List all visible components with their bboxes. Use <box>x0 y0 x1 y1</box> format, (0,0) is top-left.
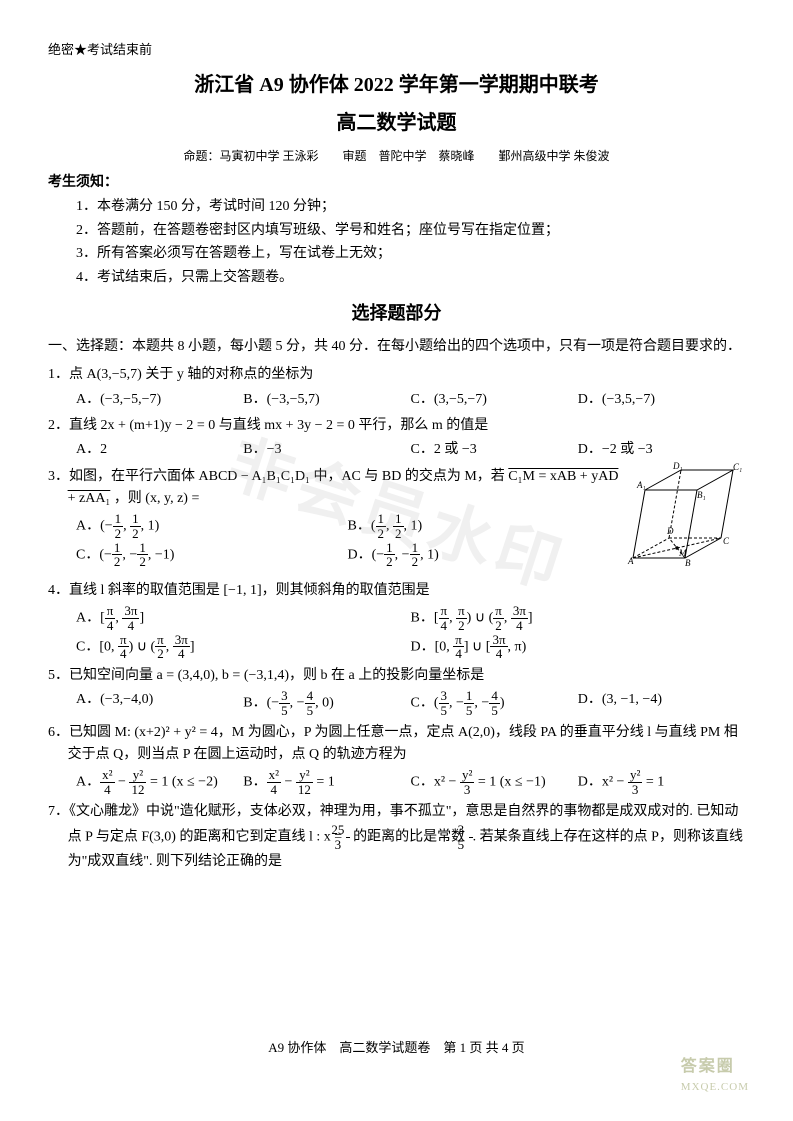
question-7: 7．《文心雕龙》中说"造化赋形，支体必双，神理为用，事不孤立"，意思是自然界的事… <box>48 801 745 874</box>
notice-item: 1．本卷满分 150 分，考试时间 120 分钟； <box>76 196 745 218</box>
notice-item: 2．答题前，在答题卷密封区内填写班级、学号和姓名；座位号写在指定位置； <box>76 220 745 242</box>
question-3: A B C D A₁ B₁ C₁ D₁ M 3．如图，在平行六面体 ABCD −… <box>48 466 745 569</box>
watermark-line1: 答案圈 <box>681 1054 749 1080</box>
cube-label-C: C <box>723 536 730 546</box>
q1-stem: 1．点 A(3,−5,7) 关于 y 轴的对称点的坐标为 <box>48 364 745 386</box>
question-6: 6．已知圆 M: (x+2)² + y² = 4，M 为圆心，P 为圆上任意一点… <box>48 722 745 797</box>
q1-option-c: C．(3,−5,−7) <box>411 389 578 411</box>
q4-option-c: C．[0, π4) ∪ (π2, 3π4] <box>76 633 411 661</box>
page-footer: A9 协作体 高二数学试题卷 第 1 页 共 4 页 <box>0 1038 793 1059</box>
section-description: 一、选择题：本题共 8 小题，每小题 5 分，共 40 分．在每小题给出的四个选… <box>48 336 745 358</box>
q2-option-c: C．2 或 −3 <box>411 439 578 461</box>
exam-title-1: 浙江省 A9 协作体 2022 学年第一学期期中联考 <box>48 69 745 101</box>
q3-stem-pre: 3．如图，在平行六面体 ABCD − A₁B₁C₁D₁ 中，AC 与 BD 的交… <box>48 469 508 484</box>
question-2: 2．直线 2x + (m+1)y − 2 = 0 与直线 mx + 3y − 2… <box>48 415 745 462</box>
q1-option-d: D．(−3,5,−7) <box>578 389 745 411</box>
confidential-label: 绝密★考试结束前 <box>48 40 745 61</box>
q1-option-a: A．(−3,−5,−7) <box>76 389 243 411</box>
cube-label-D1: D₁ <box>672 461 683 471</box>
cube-label-B: B <box>685 558 691 568</box>
q3-option-b: B．(12, 12, 1) <box>348 512 620 540</box>
q1-option-b: B．(−3,−5,7) <box>243 389 410 411</box>
q3-stem-post: ，则 (x, y, z) = <box>114 491 200 506</box>
q2-option-a: A．2 <box>76 439 243 461</box>
q5-option-d: D．(3, −1, −4) <box>578 689 745 717</box>
question-4: 4．直线 l 斜率的取值范围是 [−1, 1]，则其倾斜角的取值范围是 A．[π… <box>48 580 745 661</box>
section-heading: 选择题部分 <box>48 299 745 328</box>
q6-option-c: C．x² − y²3 = 1 (x ≤ −1) <box>411 768 578 796</box>
q4-option-a: A．[π4, 3π4] <box>76 604 411 632</box>
q3-option-a: A．(−12, 12, 1) <box>76 512 348 540</box>
parallelepiped-figure: A B C D A₁ B₁ C₁ D₁ M <box>625 460 745 576</box>
q3-option-c: C．(−12, −12, −1) <box>76 541 348 569</box>
q3-option-d: D．(−12, −12, 1) <box>348 541 620 569</box>
q6-option-b: B．x²4 − y²12 = 1 <box>243 768 410 796</box>
q4-option-d: D．[0, π4] ∪ [3π4, π) <box>411 633 746 661</box>
q5-option-b: B．(−35, −45, 0) <box>243 689 410 717</box>
cube-label-A: A <box>627 556 634 566</box>
cube-label-B1: B₁ <box>697 490 706 500</box>
question-5: 5．已知空间向量 a = (3,4,0), b = (−3,1,4)，则 b 在… <box>48 665 745 718</box>
question-1: 1．点 A(3,−5,7) 关于 y 轴的对称点的坐标为 A．(−3,−5,−7… <box>48 364 745 411</box>
notice-heading: 考生须知： <box>48 172 745 194</box>
q5-option-c: C．(35, −15, −45) <box>411 689 578 717</box>
q7-stem: 7．《文心雕龙》中说"造化赋形，支体必双，神理为用，事不孤立"，意思是自然界的事… <box>48 801 745 874</box>
q6-option-d: D．x² − y²3 = 1 <box>578 768 745 796</box>
q6-stem: 6．已知圆 M: (x+2)² + y² = 4，M 为圆心，P 为圆上任意一点… <box>48 722 745 767</box>
notice-item: 3．所有答案必须写在答题卷上，写在试卷上无效； <box>76 243 745 265</box>
cube-label-C1: C₁ <box>733 462 742 472</box>
notice-list: 1．本卷满分 150 分，考试时间 120 分钟； 2．答题前，在答题卷密封区内… <box>48 196 745 289</box>
watermark-corner: 答案圈 MXQE.COM <box>681 1054 749 1097</box>
q2-option-b: B．−3 <box>243 439 410 461</box>
q4-option-b: B．[π4, π2) ∪ (π2, 3π4] <box>411 604 746 632</box>
notice-item: 4．考试结束后，只需上交答题卷。 <box>76 267 745 289</box>
q5-stem: 5．已知空间向量 a = (3,4,0), b = (−3,1,4)，则 b 在… <box>48 665 745 687</box>
exam-title-2: 高二数学试题 <box>48 107 745 139</box>
cube-label-A1: A₁ <box>636 480 646 490</box>
q2-option-d: D．−2 或 −3 <box>578 439 745 461</box>
cube-label-D: D <box>666 526 674 536</box>
q4-stem: 4．直线 l 斜率的取值范围是 [−1, 1]，则其倾斜角的取值范围是 <box>48 580 745 602</box>
q5-option-a: A．(−3,−4,0) <box>76 689 243 717</box>
credits-line: 命题：马寅初中学 王泳彩 审题 普陀中学 蔡晓峰 鄞州高级中学 朱俊波 <box>48 147 745 166</box>
q6-option-a: A．x²4 − y²12 = 1 (x ≤ −2) <box>76 768 243 796</box>
q2-stem: 2．直线 2x + (m+1)y − 2 = 0 与直线 mx + 3y − 2… <box>48 415 745 437</box>
cube-label-M: M <box>678 548 687 558</box>
watermark-line2: MXQE.COM <box>681 1079 749 1097</box>
